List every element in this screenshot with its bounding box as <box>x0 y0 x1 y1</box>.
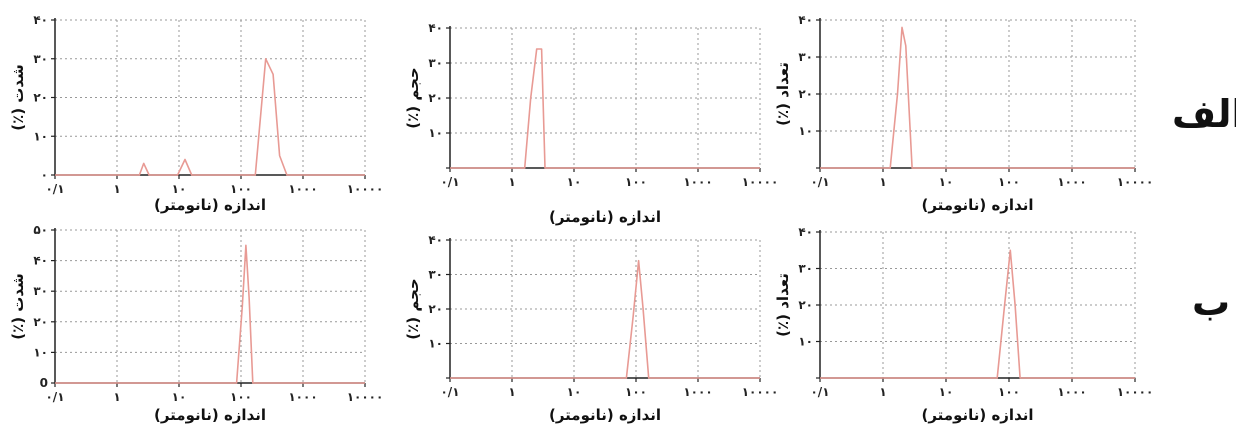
x-axis-label: اندازه (نانومتر) <box>549 406 661 424</box>
x-tick-label: ۱۰ <box>172 182 187 196</box>
x-tick-label: ۱۰۰۰ <box>288 390 317 404</box>
y-tick-label: ۲۰ <box>33 91 48 105</box>
x-tick-label: ۱ <box>113 390 120 404</box>
x-tick-label: ۱۰۰ <box>230 390 252 404</box>
y-tick-label: ۱۰ <box>428 126 443 140</box>
x-tick-label: ۱۰۰ <box>998 175 1020 189</box>
x-tick-label: ۱۰۰ <box>998 385 1020 399</box>
x-tick-label: ۰/۱ <box>810 175 829 189</box>
y-tick-label: 0 <box>40 376 48 390</box>
y-tick-label: ۳۰ <box>428 268 443 282</box>
x-tick-label: ۱۰ <box>172 390 187 404</box>
y-tick-label: ۲۰ <box>428 302 443 316</box>
y-axis-label: حجم (٪) <box>404 278 422 339</box>
y-tick-label: ۴۰ <box>798 225 813 239</box>
y-tick-label: ۱۰ <box>798 124 813 138</box>
x-tick-label: ۱۰۰ <box>230 182 252 196</box>
x-tick-label: ۱۰ <box>939 385 954 399</box>
y-tick-label: ۳۰ <box>798 262 813 276</box>
x-tick-label: ۱۰۰۰۰ <box>1117 385 1154 399</box>
x-tick-label: ۱۰۰۰۰ <box>347 182 384 196</box>
x-tick-label: ۱۰۰۰۰ <box>742 175 779 189</box>
y-tick-label: ۰ <box>41 168 48 182</box>
x-tick-label: ۰/۱ <box>440 175 459 189</box>
series-line <box>820 249 1135 379</box>
x-tick-label: ۱۰۰۰ <box>683 175 712 189</box>
x-tick-label: ۱۰۰۰۰ <box>1117 175 1154 189</box>
x-tick-label: ۰/۱ <box>45 390 64 404</box>
x-tick-label: ۱۰۰۰ <box>683 385 712 399</box>
x-tick-label: ۱۰۰ <box>625 175 647 189</box>
y-tick-label: ۲۰ <box>428 91 443 105</box>
y-axis-label: حجم (٪) <box>404 67 422 128</box>
y-axis-label: تعداد (٪) <box>774 273 792 337</box>
y-tick-label: ۲۰ <box>798 87 813 101</box>
x-axis-label: اندازه (نانومتر) <box>549 208 661 226</box>
x-tick-label: ۰/۱ <box>440 385 459 399</box>
x-tick-label: ۱۰ <box>567 175 582 189</box>
x-tick-label: ۱۰ <box>939 175 954 189</box>
x-tick-label: ۱ <box>508 385 515 399</box>
x-axis-label: اندازه (نانومتر) <box>154 196 266 214</box>
series-line <box>55 244 365 384</box>
x-tick-label: ۱۰ <box>567 385 582 399</box>
x-tick-label: ۱۰۰۰۰ <box>347 390 384 404</box>
series-line <box>55 57 365 176</box>
x-tick-label: ۱ <box>879 385 886 399</box>
y-tick-label: ۱۰ <box>33 345 48 359</box>
y-axis-label: شدت (٪) <box>9 273 27 340</box>
y-axis-label: تعداد (٪) <box>774 62 792 126</box>
y-tick-label: ۴۰ <box>428 233 443 247</box>
series-line <box>450 259 760 379</box>
y-tick-label: ۳۰ <box>33 52 48 66</box>
x-tick-label: ۱۰۰۰ <box>1057 385 1086 399</box>
x-tick-label: ۱۰۰۰ <box>1057 175 1086 189</box>
y-tick-label: ۴۰ <box>33 13 48 27</box>
series-line <box>820 26 1135 169</box>
y-tick-label: ۲۰ <box>798 298 813 312</box>
y-tick-label: ۱۰ <box>798 335 813 349</box>
y-tick-label: ۱۰ <box>428 337 443 351</box>
x-tick-label: ۱ <box>508 175 515 189</box>
row-label-be: ب <box>1192 280 1231 324</box>
x-tick-label: ۱ <box>113 182 120 196</box>
y-tick-label: ۱۰ <box>33 129 48 143</box>
x-tick-label: ۱ <box>879 175 886 189</box>
x-axis-label: اندازه (نانومتر) <box>921 406 1033 424</box>
y-tick-label: ۴۰ <box>428 21 443 35</box>
x-tick-label: ۰/۱ <box>45 182 64 196</box>
y-tick-label: ۴۰ <box>798 13 813 27</box>
y-axis-label: شدت (٪) <box>9 64 27 131</box>
row-label-alef: الف <box>1172 92 1236 136</box>
x-axis-label: اندازه (نانومتر) <box>154 406 266 424</box>
x-tick-label: ۱۰۰ <box>625 385 647 399</box>
y-tick-label: ۳۰ <box>428 56 443 70</box>
y-tick-label: ۳۰ <box>798 50 813 64</box>
x-tick-label: ۱۰۰۰ <box>288 182 317 196</box>
y-tick-label: ۵۰ <box>33 223 48 237</box>
x-tick-label: ۱۰۰۰۰ <box>742 385 779 399</box>
x-tick-label: ۰/۱ <box>810 385 829 399</box>
y-tick-label: ۳۰ <box>33 284 48 298</box>
y-tick-label: ۴۰ <box>33 254 48 268</box>
y-tick-label: ۲۰ <box>33 315 48 329</box>
series-line <box>450 48 760 169</box>
x-axis-label: اندازه (نانومتر) <box>921 196 1033 214</box>
